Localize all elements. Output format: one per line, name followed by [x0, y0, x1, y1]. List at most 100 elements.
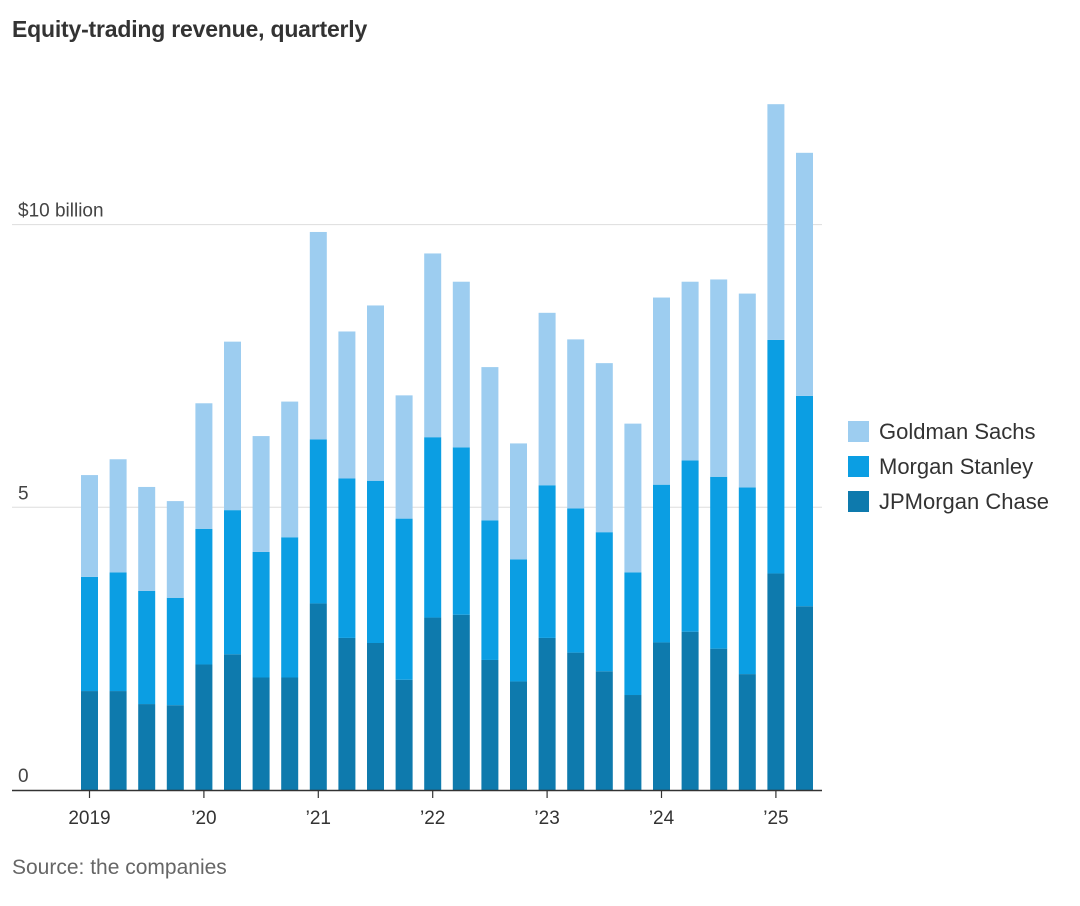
- bar-segment-jpmorgan-chase: [452, 614, 470, 790]
- bar-segment-goldman-sachs: [252, 436, 270, 552]
- bar-segment-goldman-sachs: [424, 253, 442, 438]
- bar-segment-goldman-sachs: [367, 305, 384, 481]
- bar-segment-jpmorgan-chase: [81, 691, 98, 790]
- bar-segment-morgan-stanley: [424, 437, 442, 618]
- bar-segment-goldman-sachs: [510, 443, 527, 560]
- bars: [81, 104, 813, 790]
- bar-segment-goldman-sachs: [796, 152, 813, 396]
- bar-segment-morgan-stanley: [452, 447, 470, 615]
- bar-segment-goldman-sachs: [81, 475, 98, 577]
- legend-swatch: [848, 421, 869, 442]
- legend: Goldman Sachs Morgan Stanley JPMorgan Chas…: [848, 414, 1049, 519]
- bar-segment-morgan-stanley: [681, 460, 699, 632]
- bar-segment-goldman-sachs: [767, 104, 785, 340]
- bar-segment-jpmorgan-chase: [567, 652, 585, 790]
- bar-segment-goldman-sachs: [738, 293, 756, 488]
- x-tick-label: ’25: [763, 808, 788, 829]
- legend-label: JPMorgan Chase: [879, 488, 1049, 514]
- bar-segment-jpmorgan-chase: [738, 674, 756, 790]
- bar-segment-goldman-sachs: [309, 231, 327, 440]
- bar-segment-jpmorgan-chase: [424, 617, 442, 790]
- bar-segment-jpmorgan-chase: [224, 654, 241, 790]
- legend-item: Morgan Stanley: [848, 449, 1049, 484]
- bar-segment-goldman-sachs: [281, 401, 299, 538]
- legend-item: JPMorgan Chase: [848, 484, 1049, 519]
- bar-segment-morgan-stanley: [309, 439, 327, 604]
- bar-segment-morgan-stanley: [653, 484, 670, 643]
- bar-segment-morgan-stanley: [138, 590, 156, 705]
- bar-segment-morgan-stanley: [510, 559, 527, 682]
- bar-segment-jpmorgan-chase: [395, 679, 413, 790]
- bar-segment-goldman-sachs: [195, 403, 213, 529]
- y-tick-label: $10 billion: [18, 201, 104, 222]
- bar-segment-morgan-stanley: [395, 518, 413, 680]
- legend-swatch: [848, 456, 869, 477]
- x-tick-label: 2019: [68, 808, 110, 829]
- bar-segment-morgan-stanley: [338, 478, 356, 638]
- bar-segment-morgan-stanley: [224, 510, 241, 655]
- bar-segment-goldman-sachs: [109, 459, 127, 573]
- chart-title: Equity-trading revenue, quarterly: [12, 16, 368, 42]
- bar-segment-morgan-stanley: [166, 597, 184, 706]
- bar-segment-jpmorgan-chase: [653, 642, 670, 790]
- bar-segment-jpmorgan-chase: [681, 631, 699, 790]
- bar-segment-goldman-sachs: [481, 367, 499, 521]
- bar-segment-morgan-stanley: [481, 520, 499, 660]
- source-note: Source: the companies: [12, 856, 227, 879]
- gridlines: [12, 224, 822, 508]
- bar-segment-jpmorgan-chase: [767, 573, 785, 790]
- bar-segment-morgan-stanley: [767, 339, 785, 574]
- bar-segment-jpmorgan-chase: [138, 704, 156, 790]
- bar-segment-jpmorgan-chase: [367, 643, 384, 790]
- bar-segment-morgan-stanley: [281, 537, 299, 678]
- bar-segment-morgan-stanley: [710, 476, 728, 649]
- bar-segment-jpmorgan-chase: [281, 677, 299, 790]
- bar-segment-jpmorgan-chase: [710, 648, 728, 790]
- bar-segment-jpmorgan-chase: [109, 691, 127, 790]
- bar-segment-goldman-sachs: [395, 395, 413, 519]
- bar-segment-jpmorgan-chase: [796, 606, 813, 790]
- bar-segment-morgan-stanley: [595, 532, 613, 672]
- bar-segment-goldman-sachs: [338, 331, 356, 479]
- y-tick-label: 0: [18, 766, 29, 787]
- bar-segment-goldman-sachs: [166, 501, 184, 598]
- legend-swatch: [848, 491, 869, 512]
- bar-segment-morgan-stanley: [367, 480, 384, 643]
- axes: 0 5 $10 billion 2019 ’20 ’21 ’22 ’23 ’24 ’25: [12, 201, 822, 829]
- bar-segment-goldman-sachs: [595, 363, 613, 533]
- bar-segment-goldman-sachs: [624, 423, 642, 573]
- bar-segment-jpmorgan-chase: [338, 637, 356, 790]
- bar-segment-jpmorgan-chase: [624, 695, 642, 790]
- bar-segment-goldman-sachs: [653, 297, 670, 485]
- bar-segment-goldman-sachs: [710, 279, 728, 477]
- bar-segment-morgan-stanley: [109, 572, 127, 692]
- bar-segment-morgan-stanley: [796, 395, 813, 607]
- x-tick-label: ’22: [420, 808, 445, 829]
- bar-segment-jpmorgan-chase: [595, 671, 613, 790]
- bar-segment-morgan-stanley: [567, 508, 585, 653]
- bar-segment-morgan-stanley: [252, 551, 270, 678]
- bar-segment-morgan-stanley: [538, 485, 556, 638]
- y-tick-label: 5: [18, 483, 29, 504]
- bar-segment-jpmorgan-chase: [510, 681, 527, 790]
- bar-segment-morgan-stanley: [195, 528, 213, 665]
- x-tick-label: ’23: [534, 808, 559, 829]
- bar-segment-jpmorgan-chase: [195, 664, 213, 790]
- legend-item: Goldman Sachs: [848, 414, 1049, 449]
- bar-segment-goldman-sachs: [567, 339, 585, 509]
- bar-segment-jpmorgan-chase: [252, 677, 270, 790]
- x-tick-label: ’24: [649, 808, 675, 829]
- bar-segment-goldman-sachs: [681, 281, 699, 461]
- bar-segment-jpmorgan-chase: [481, 659, 499, 790]
- bar-segment-goldman-sachs: [538, 312, 556, 486]
- legend-label: Morgan Stanley: [879, 453, 1034, 479]
- bar-segment-morgan-stanley: [81, 576, 98, 692]
- bar-segment-goldman-sachs: [138, 486, 156, 591]
- bar-segment-morgan-stanley: [738, 487, 756, 675]
- legend-label: Goldman Sachs: [879, 418, 1036, 444]
- bar-segment-morgan-stanley: [624, 572, 642, 696]
- x-tick-label: ’20: [191, 808, 216, 829]
- bar-segment-jpmorgan-chase: [538, 637, 556, 790]
- bar-segment-goldman-sachs: [224, 341, 241, 511]
